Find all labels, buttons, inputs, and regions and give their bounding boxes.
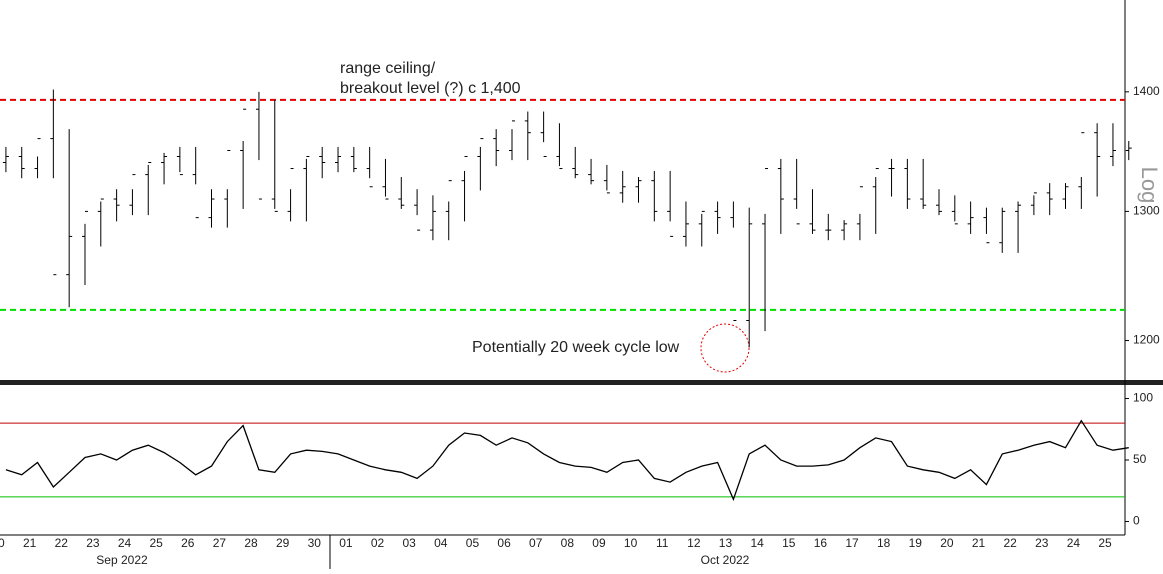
month-label: Oct 2022 <box>701 553 750 567</box>
x-tick-label: 17 <box>845 536 859 550</box>
month-label: Sep 2022 <box>96 553 148 567</box>
x-tick-label: 10 <box>624 536 638 550</box>
x-tick-label: 22 <box>1003 536 1017 550</box>
axis-label: Log <box>1137 167 1162 204</box>
x-tick-label: 16 <box>814 536 828 550</box>
x-tick-label: 08 <box>561 536 575 550</box>
x-tick-label: 23 <box>1035 536 1049 550</box>
x-tick-label: 03 <box>403 536 417 550</box>
x-tick-label: 11 <box>656 536 669 550</box>
x-tick-label: 27 <box>213 536 227 550</box>
annotation: breakout level (?) c 1,400 <box>340 80 521 97</box>
x-tick-label: 19 <box>909 536 923 550</box>
x-tick-label: 28 <box>244 536 258 550</box>
y-tick-label: 1200 <box>1133 333 1160 347</box>
x-tick-label: 09 <box>592 536 606 550</box>
x-tick-label: 20 <box>940 536 954 550</box>
x-tick-label: 12 <box>687 536 701 550</box>
x-tick-label: 13 <box>719 536 733 550</box>
x-tick-label: 06 <box>497 536 511 550</box>
x-tick-label: 14 <box>750 536 764 550</box>
x-tick-label: 20 <box>0 536 5 550</box>
panel-divider <box>0 380 1163 385</box>
x-tick-label: 24 <box>118 536 132 550</box>
annotation: Potentially 20 week cycle low <box>472 339 680 356</box>
x-tick-label: 26 <box>181 536 195 550</box>
x-tick-label: 29 <box>276 536 290 550</box>
rsi-line <box>5 419 1129 502</box>
x-tick-label: 21 <box>23 536 37 550</box>
x-tick-label: 04 <box>434 536 448 550</box>
x-tick-label: 24 <box>1067 536 1081 550</box>
y-tick-label: 1300 <box>1133 204 1160 218</box>
x-tick-label: 21 <box>972 536 986 550</box>
annotation: range ceiling/ <box>340 60 436 77</box>
x-tick-label: 15 <box>782 536 796 550</box>
x-tick-label: 30 <box>308 536 322 550</box>
x-tick-label: 22 <box>55 536 69 550</box>
x-tick-label: 07 <box>529 536 543 550</box>
highlight-circle <box>700 323 750 373</box>
x-tick-label: 25 <box>149 536 163 550</box>
x-tick-label: 01 <box>339 536 353 550</box>
y-tick-label: 0 <box>1133 514 1140 528</box>
x-tick-label: 18 <box>877 536 891 550</box>
x-tick-label: 02 <box>371 536 385 550</box>
y-tick-label: 100 <box>1133 391 1153 405</box>
y-tick-label: 1400 <box>1133 84 1160 98</box>
x-tick-label: 25 <box>1098 536 1112 550</box>
x-tick-label: 05 <box>466 536 480 550</box>
y-tick-label: 50 <box>1133 452 1147 466</box>
x-tick-label: 23 <box>86 536 100 550</box>
